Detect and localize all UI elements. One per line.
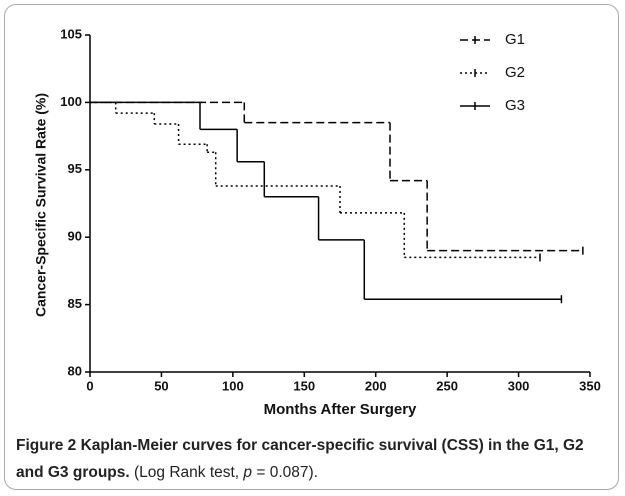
caption-text-end: = 0.087). bbox=[252, 464, 318, 481]
x-axis-title: Months After Surgery bbox=[264, 401, 417, 418]
y-tick-label: 95 bbox=[68, 161, 82, 176]
x-tick-label: 300 bbox=[508, 378, 530, 393]
legend-label: G2 bbox=[505, 64, 525, 81]
caption-text: (Log Rank test, bbox=[129, 464, 244, 481]
x-tick-label: 0 bbox=[86, 378, 93, 393]
x-tick-label: 200 bbox=[365, 378, 387, 393]
y-tick-label: 80 bbox=[68, 363, 82, 378]
y-tick-label: 100 bbox=[60, 94, 82, 109]
figure-frame bbox=[4, 4, 619, 490]
x-tick-label: 250 bbox=[436, 378, 458, 393]
x-tick-label: 150 bbox=[293, 378, 315, 393]
y-tick-label: 105 bbox=[60, 26, 82, 41]
chart: Cancer-Specific Survival Rate (%) Months… bbox=[33, 26, 601, 418]
x-tick-label: 350 bbox=[579, 378, 601, 393]
caption-bold: Figure 2 Kaplan-Meier curves for cancer-… bbox=[16, 437, 584, 481]
y-axis-title: Cancer-Specific Survival Rate (%) bbox=[33, 93, 49, 317]
x-tick-label: 50 bbox=[154, 378, 168, 393]
legend-label: G3 bbox=[505, 97, 525, 114]
legend-label: G1 bbox=[505, 31, 525, 48]
x-tick-label: 100 bbox=[222, 378, 244, 393]
y-tick-label: 85 bbox=[68, 296, 82, 311]
caption: Figure 2 Kaplan-Meier curves for cancer-… bbox=[16, 432, 611, 486]
y-tick-label: 90 bbox=[68, 229, 82, 244]
caption-italic: p bbox=[243, 464, 253, 481]
